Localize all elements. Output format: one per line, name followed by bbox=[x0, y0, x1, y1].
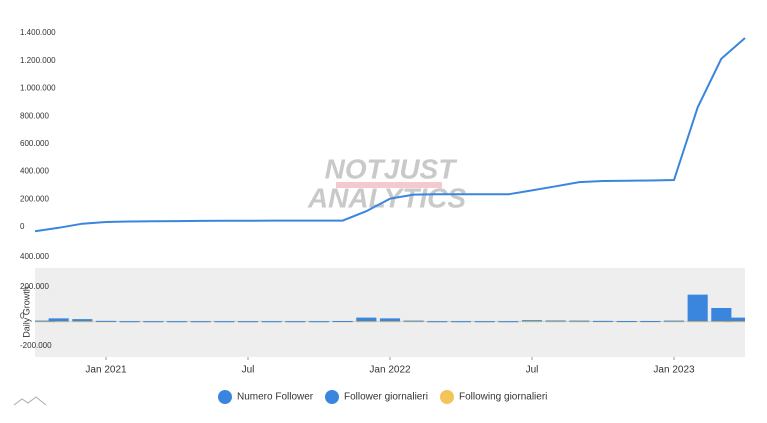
bar bbox=[687, 321, 708, 323]
y-tick-label: 1.000.000 bbox=[20, 84, 56, 93]
bar bbox=[687, 294, 708, 322]
bar bbox=[48, 321, 69, 323]
y-tick-label: 1.400.000 bbox=[20, 28, 56, 37]
line bbox=[34, 37, 746, 233]
x-tick-label: Jul bbox=[242, 365, 255, 376]
bar bbox=[616, 321, 637, 323]
legend-marker bbox=[440, 390, 454, 404]
bar bbox=[450, 321, 472, 323]
legend-label: Numero Follower bbox=[237, 392, 314, 403]
watermark: NOTJUST bbox=[325, 153, 459, 184]
bar bbox=[72, 319, 93, 322]
watermark-stripe bbox=[336, 182, 442, 188]
bar bbox=[663, 320, 685, 322]
bar bbox=[498, 321, 519, 323]
x-tick-label: Jan 2021 bbox=[85, 365, 127, 376]
bar bbox=[663, 321, 685, 323]
bar bbox=[332, 321, 353, 323]
bar bbox=[724, 317, 745, 322]
bar bbox=[711, 321, 732, 323]
y-tick-label: 0 bbox=[20, 222, 25, 231]
x-tick-label: Jul bbox=[526, 365, 539, 376]
bar bbox=[569, 321, 590, 323]
y-tick-label: 0 bbox=[20, 311, 25, 320]
bar bbox=[190, 321, 211, 323]
bar bbox=[95, 320, 117, 322]
bar bbox=[521, 320, 543, 322]
bar bbox=[285, 321, 306, 323]
bar bbox=[119, 321, 140, 323]
panel-background bbox=[35, 268, 745, 357]
legend-label: Follower giornalieri bbox=[344, 392, 428, 403]
y-tick-label: 800.000 bbox=[20, 111, 49, 120]
y-tick-label: 200.000 bbox=[20, 282, 49, 291]
bar bbox=[356, 317, 377, 322]
bar bbox=[143, 321, 164, 323]
bar bbox=[403, 320, 424, 322]
bar bbox=[237, 321, 259, 323]
x-tick-label: Jan 2022 bbox=[369, 365, 411, 376]
bar bbox=[308, 321, 330, 323]
y-tick-label: 400.000 bbox=[20, 167, 49, 176]
watermark: ANALYTICS bbox=[307, 182, 466, 213]
y-tick-label: 200.000 bbox=[20, 194, 49, 203]
y-tick-label: 1.200.000 bbox=[20, 56, 56, 65]
bar bbox=[72, 321, 93, 323]
y-tick-label: 400.000 bbox=[20, 252, 49, 261]
y-axis-label: Daily Growth bbox=[21, 286, 31, 338]
bar bbox=[214, 321, 235, 323]
bar bbox=[35, 321, 56, 323]
bar bbox=[545, 321, 566, 323]
bar bbox=[261, 321, 282, 323]
bar bbox=[166, 321, 188, 323]
bar bbox=[545, 320, 566, 322]
bar bbox=[427, 321, 448, 323]
bar bbox=[640, 321, 661, 323]
bar bbox=[521, 321, 543, 323]
bar bbox=[379, 321, 401, 323]
x-tick-label: Jan 2023 bbox=[653, 365, 695, 376]
bar bbox=[474, 321, 495, 323]
bar bbox=[724, 321, 745, 323]
bar bbox=[592, 320, 614, 322]
bar bbox=[48, 318, 69, 322]
y-tick-label: -200.000 bbox=[20, 341, 52, 350]
y-tick-label: 600.000 bbox=[20, 139, 49, 148]
bar bbox=[379, 318, 401, 322]
bar bbox=[569, 320, 590, 322]
legend-marker bbox=[325, 390, 339, 404]
legend-label: Following giornalieri bbox=[459, 392, 547, 403]
bar bbox=[356, 321, 377, 323]
bar bbox=[35, 320, 56, 322]
bar bbox=[403, 321, 424, 323]
logo bbox=[13, 396, 47, 406]
legend-marker bbox=[218, 390, 232, 404]
